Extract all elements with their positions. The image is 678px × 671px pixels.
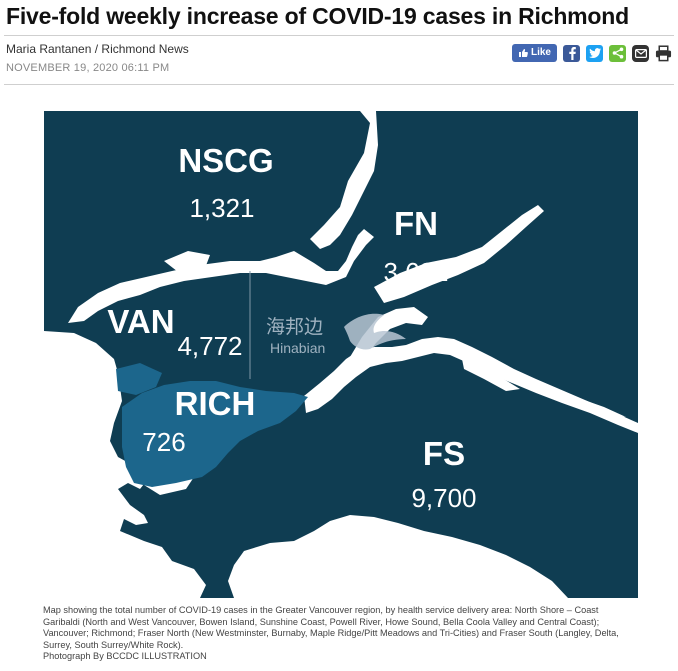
covid-map: 海邦边 Hinabian NSCG 1,321 FN 3,632 VAN 4,7… bbox=[44, 111, 638, 598]
like-label: Like bbox=[530, 47, 551, 58]
facebook-like-button[interactable]: Like bbox=[511, 44, 557, 62]
hinabian-watermark: 海邦边 Hinabian bbox=[266, 313, 406, 356]
author-link[interactable]: Maria Rantanen bbox=[6, 42, 92, 56]
facebook-icon[interactable] bbox=[563, 44, 580, 62]
map-svg: 海邦边 Hinabian NSCG 1,321 FN 3,632 VAN 4,7… bbox=[44, 111, 638, 598]
thumbs-up-icon bbox=[518, 49, 528, 57]
region-name-fs: FS bbox=[423, 435, 465, 472]
region-count-nscg: 1,321 bbox=[189, 193, 254, 223]
richmond-region bbox=[122, 381, 308, 487]
email-icon[interactable] bbox=[632, 44, 649, 62]
harbour-patch bbox=[164, 251, 210, 275]
bird-logo-icon bbox=[344, 313, 406, 350]
water-bodies bbox=[44, 111, 638, 598]
twitter-icon[interactable] bbox=[586, 44, 603, 62]
print-icon[interactable] bbox=[655, 44, 672, 62]
fraser-north-channel bbox=[344, 307, 428, 367]
watermark-english: Hinabian bbox=[270, 340, 325, 356]
region-count-van: 4,772 bbox=[177, 331, 242, 361]
north-inlet bbox=[310, 111, 378, 249]
watermark-chinese: 海邦边 bbox=[266, 316, 323, 338]
caption-text: Map showing the total number of COVID-19… bbox=[43, 605, 619, 650]
region-name-nscg: NSCG bbox=[178, 142, 273, 179]
share-icon[interactable] bbox=[609, 44, 626, 62]
outlet-link[interactable]: Richmond News bbox=[101, 42, 189, 56]
region-name-van: VAN bbox=[107, 303, 174, 340]
river-island-far bbox=[570, 395, 626, 417]
header-divider bbox=[4, 35, 674, 36]
photo-credit: Photograph By BCCDC ILLUSTRATION bbox=[43, 651, 207, 662]
share-bar: Like bbox=[511, 44, 672, 62]
sea-island bbox=[116, 363, 162, 395]
region-count-fs: 9,700 bbox=[411, 483, 476, 513]
river-island-east bbox=[462, 359, 520, 391]
region-count-rich: 726 bbox=[142, 427, 185, 457]
publish-date: NOVEMBER 19, 2020 06:11 PM bbox=[6, 62, 170, 74]
burrard-inlet bbox=[68, 229, 374, 323]
region-name-fn: FN bbox=[394, 205, 438, 242]
georgia-strait bbox=[44, 331, 206, 598]
map-caption: Map showing the total number of COVID-19… bbox=[43, 605, 633, 663]
region-name-rich: RICH bbox=[175, 385, 256, 422]
region-count-fn: 3,632 bbox=[383, 257, 448, 287]
byline-separator: / bbox=[91, 42, 102, 56]
article-headline: Five-fold weekly increase of COVID-19 ca… bbox=[6, 3, 629, 29]
fraser-river bbox=[304, 337, 638, 433]
meta-divider bbox=[4, 84, 674, 85]
indian-arm bbox=[374, 205, 544, 303]
byline: Maria Rantanen / Richmond News bbox=[6, 42, 189, 56]
boundary-bay bbox=[228, 515, 568, 598]
region-labels: NSCG 1,321 FN 3,632 VAN 4,772 RICH 726 F… bbox=[107, 142, 476, 513]
